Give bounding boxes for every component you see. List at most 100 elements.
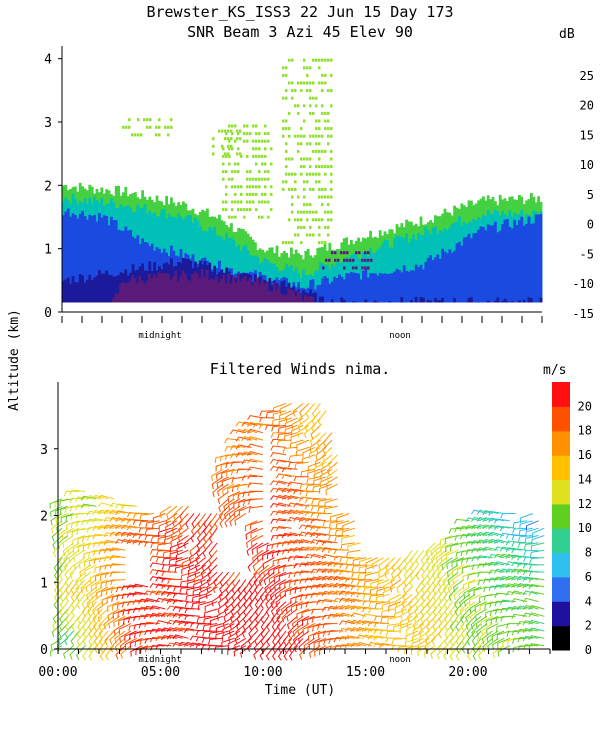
snr-cell (174, 270, 178, 303)
snr-y-tick-label: 2 (44, 179, 52, 194)
snr-cell (260, 279, 264, 303)
snr-cell (252, 200, 255, 204)
header-title: Brewster_KS_ISS3 22 Jun 15 Day 173 (146, 3, 453, 21)
snr-cell (306, 66, 309, 70)
snr-cell (164, 125, 167, 129)
snr-cell (297, 111, 300, 115)
snr-cell (518, 220, 521, 303)
snr-cell (217, 282, 221, 303)
snr-cell (300, 157, 303, 161)
wind-barb (391, 557, 402, 572)
wind-barb (62, 535, 74, 548)
wind-barb (288, 454, 304, 462)
wind-barb (327, 461, 338, 476)
snr-y-tick-label: 0 (44, 306, 52, 321)
wind-barb (292, 509, 310, 515)
wind-barb (84, 564, 97, 576)
wind-barb (172, 619, 189, 625)
snr-cell (422, 235, 425, 303)
wind-barb (230, 461, 246, 467)
snr-cell (300, 81, 303, 85)
snr-cell (366, 277, 370, 303)
wind-barb (319, 645, 333, 656)
wind-barb (247, 436, 264, 442)
wind-barb (249, 520, 264, 530)
snr-cell (227, 273, 230, 303)
snr-cell (374, 300, 377, 303)
snr-cell (237, 208, 240, 212)
wind-barb (518, 535, 533, 542)
wind-barb (273, 564, 287, 575)
wind-barb (63, 557, 74, 572)
wind-barb (121, 601, 137, 608)
wind-barb (512, 637, 528, 644)
snr-cell (81, 211, 84, 303)
wind-barb (235, 444, 252, 450)
wind-barb (499, 526, 516, 532)
snr-cell (324, 241, 327, 245)
snr-cell (288, 81, 291, 85)
snr-cell (470, 297, 473, 303)
snr-cell (282, 180, 285, 184)
wind-barb (518, 527, 533, 536)
wind-barb (298, 517, 315, 523)
snr-cell (398, 236, 401, 303)
wind-barb (373, 635, 390, 641)
snr-cell (234, 185, 237, 189)
wind-barb (149, 636, 166, 643)
snr-cell (228, 147, 231, 151)
wind-barb (99, 630, 109, 646)
wind-barb (361, 627, 378, 633)
wind-barb (104, 571, 120, 579)
snr-cell (267, 177, 270, 181)
snr-cell (143, 118, 146, 122)
snr-cell (160, 273, 163, 303)
snr-cell (252, 147, 255, 151)
wind-barb (511, 598, 528, 604)
wind-barb (88, 630, 97, 647)
snr-cell (137, 118, 140, 122)
snr-cell (494, 221, 497, 303)
snr-cell (297, 81, 300, 85)
wind-barb (63, 549, 74, 564)
wind-barb (476, 555, 493, 561)
wind-barb (438, 601, 448, 617)
wind-barb (155, 597, 172, 603)
wind-barb (483, 586, 499, 593)
wind-barb (98, 549, 114, 555)
wind-barb (132, 519, 149, 525)
snr-cell (297, 225, 300, 229)
wind-barb (218, 505, 229, 521)
snr-cell (438, 258, 442, 303)
wind-barb (279, 579, 292, 590)
wind-barb (228, 505, 241, 519)
wind-barb (241, 428, 258, 434)
snr-cell (321, 73, 324, 77)
wind-barb (357, 571, 373, 580)
wind-barb (234, 637, 247, 651)
snr-cell (455, 243, 459, 303)
wind-barb (275, 601, 287, 616)
wind-barb (149, 605, 166, 611)
snr-cell (230, 129, 233, 133)
snr-colorbar-tick-label: 20 (580, 99, 594, 113)
snr-cell (291, 96, 294, 100)
wind-barb (379, 629, 396, 636)
wind-barb (75, 579, 86, 594)
snr-cell (438, 300, 442, 303)
snr-cell (231, 132, 234, 136)
snr-cell (210, 278, 214, 303)
wind-barb (241, 421, 258, 427)
wind-barb (488, 569, 505, 575)
wind-barb (389, 579, 402, 593)
wind-barb (190, 622, 206, 628)
snr-colorbar-tick-label: -10 (572, 277, 594, 291)
snr-cell (285, 66, 288, 70)
wind-barb (516, 605, 533, 611)
wind-barb (380, 608, 396, 617)
wind-barb (488, 531, 505, 537)
wind-barb (338, 612, 355, 618)
snr-cell (136, 283, 139, 303)
wind-barb (92, 510, 109, 516)
wind-barb (437, 637, 448, 653)
